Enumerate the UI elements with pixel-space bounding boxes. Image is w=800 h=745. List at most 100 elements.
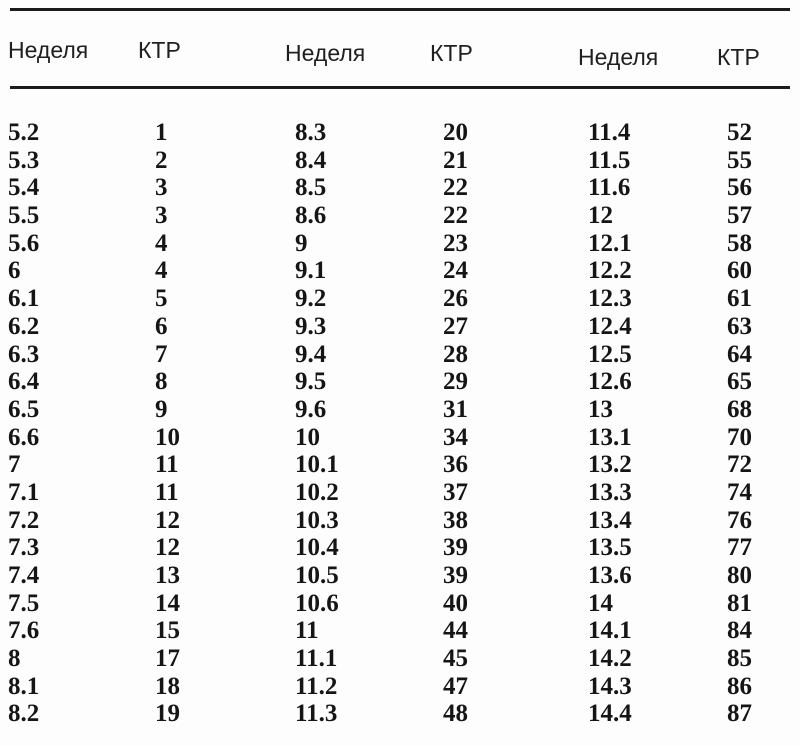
table-cell: 60 [727,257,752,285]
table-cell: 6.2 [8,312,40,340]
table-cell: 56 [727,174,752,202]
table-cell: 14 [588,589,613,617]
table-cell: 6 [8,257,21,285]
table-cell: 13.2 [588,451,632,479]
table-cell: 3 [155,174,168,202]
table-cell: 11 [155,451,179,479]
table-cell: 74 [727,478,752,506]
table-cell: 5.3 [8,146,40,174]
table-cell: 4 [155,229,168,257]
table-cell: 12.1 [588,229,632,257]
table-cell: 47 [443,672,468,700]
table-cell: 13.5 [588,534,632,562]
table-cell: 13.3 [588,478,632,506]
table-cell: 29 [443,368,468,396]
table-cell: 85 [727,645,752,673]
table-cell: 52 [727,119,752,146]
table-cell: 10.4 [295,534,339,562]
table-cell: 14.2 [588,645,632,673]
table-cell: 37 [443,478,468,506]
table-cell: 1 [155,119,168,146]
table-cell: 5 [155,285,168,313]
table-cell: 14.1 [588,617,632,645]
table-cell: 13 [588,395,613,423]
table-cell: 22 [443,202,468,230]
table-cell: 11.4 [588,119,631,146]
table-cell: 8.6 [295,202,327,230]
table-cell: 15 [155,617,180,645]
table-cell: 17 [155,645,180,673]
column-header-week-3: Неделя [578,44,659,70]
table-cell: 11 [155,478,179,506]
table-cell: 9.3 [295,312,327,340]
table-cell: 9.5 [295,368,327,396]
table-cell: 5.5 [8,202,40,230]
table-row: 7.3 12 10.4 39 13.5 77 [8,534,800,562]
table-cell: 9 [295,229,308,257]
table-header-rule [10,86,790,89]
table-cell: 11.1 [295,645,338,673]
table-cell: 64 [727,340,752,368]
table-cell: 7.3 [8,534,40,562]
table-row: 7.2 12 10.3 38 13.4 76 [8,507,800,535]
table-cell: 84 [727,617,752,645]
table-row: 6.5 9 9.6 31 13 68 [8,396,800,424]
column-header-week-1: Неделя [8,37,89,63]
table-cell: 10.5 [295,562,339,589]
table-row: 6.4 8 9.5 29 12.6 65 [8,368,800,396]
table-cell: 10.2 [295,478,339,506]
table-cell: 55 [727,146,752,174]
table-cell: 7.4 [8,562,40,589]
table-row: 7.4 13 10.5 39 13.6 80 [8,562,800,590]
table-row: 6.1 5 9.2 26 12.3 61 [8,285,800,313]
table-cell: 7.6 [8,617,40,645]
table-row: 7.1 11 10.2 37 13.3 74 [8,479,800,507]
table-cell: 68 [727,395,752,423]
table-cell: 70 [727,423,752,451]
table-cell: 18 [155,672,180,700]
table-cell: 80 [727,562,752,589]
table-cell: 38 [443,506,468,534]
table-cell: 6.6 [8,423,40,451]
table-cell: 9.6 [295,395,327,423]
table-cell: 86 [727,672,752,700]
table-cell: 11.5 [588,146,631,174]
table-cell: 7.5 [8,589,40,617]
table-cell: 39 [443,562,468,589]
table-cell: 11.3 [295,700,338,728]
table-cell: 81 [727,589,752,617]
table-cell: 12.5 [588,340,632,368]
table-cell: 65 [727,368,752,396]
table-cell: 14 [155,589,180,617]
table-cell: 9.2 [295,285,327,313]
table-cell: 23 [443,229,468,257]
table-cell: 14.3 [588,672,632,700]
table-row: 6.6 10 10 34 13.1 70 [8,424,800,452]
table-cell: 34 [443,423,468,451]
table-cell: 24 [443,257,468,285]
table-row: 6 4 9.1 24 12.2 60 [8,257,800,285]
column-header-week-2: Неделя [285,40,366,66]
table-cell: 36 [443,451,468,479]
table-row: 5.2 1 8.3 20 11.4 52 [8,119,800,147]
table-cell: 6.4 [8,368,40,396]
table-cell: 12 [155,506,180,534]
table-cell: 7 [8,451,21,479]
table-cell: 6.3 [8,340,40,368]
table-row: 5.3 2 8.4 21 11.5 55 [8,147,800,175]
table-cell: 11.2 [295,672,338,700]
table-cell: 5.4 [8,174,40,202]
table-cell: 87 [727,700,752,728]
table-cell: 2 [155,146,168,174]
table-cell: 10.3 [295,506,339,534]
table-header-row: Неделя КТР Неделя КТР Неделя КТР [8,35,800,70]
table-row: 8 17 11.1 45 14.2 85 [8,645,800,673]
table-cell: 6 [155,312,168,340]
table-cell: 10.1 [295,451,339,479]
table-cell: 31 [443,395,468,423]
table-cell: 7.2 [8,506,40,534]
table-cell: 45 [443,645,468,673]
table-cell: 8.4 [295,146,327,174]
table-cell: 63 [727,312,752,340]
table-cell: 28 [443,340,468,368]
